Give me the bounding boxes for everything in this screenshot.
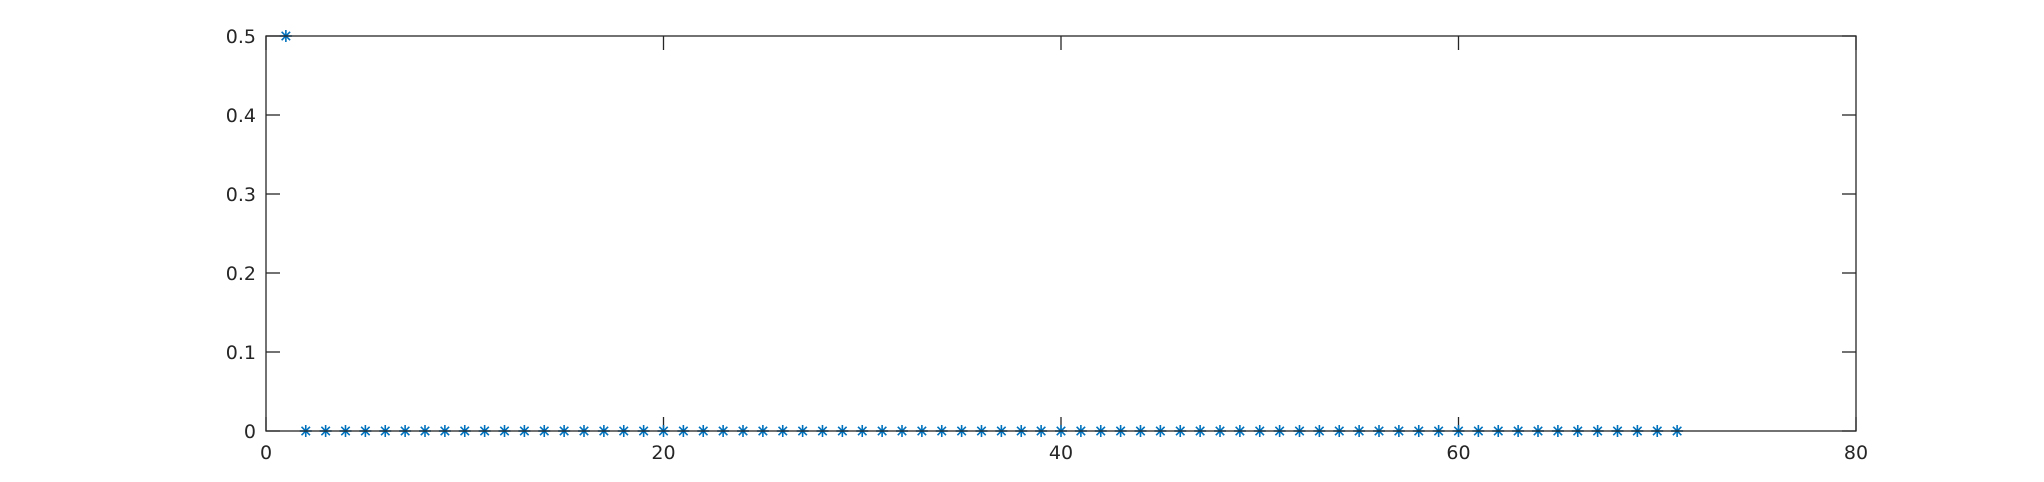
y-tick-label: 0.3 <box>226 184 256 206</box>
x-tick-label: 60 <box>1446 442 1470 464</box>
plot-background <box>266 36 1856 431</box>
y-tick-label: 0 <box>244 421 256 443</box>
x-tick-label: 40 <box>1049 442 1073 464</box>
x-tick-label: 0 <box>260 442 272 464</box>
y-tick-label: 0.1 <box>226 342 256 364</box>
x-tick-label: 20 <box>651 442 675 464</box>
x-tick-label: 80 <box>1844 442 1868 464</box>
y-axis-ticks: 0 0.1 0.2 0.3 0.4 0.5 <box>226 26 1856 443</box>
y-tick-label: 0.4 <box>226 105 256 127</box>
y-tick-label: 0.5 <box>226 26 256 48</box>
axes-box <box>265 35 1857 432</box>
y-tick-label: 0.2 <box>226 263 256 285</box>
